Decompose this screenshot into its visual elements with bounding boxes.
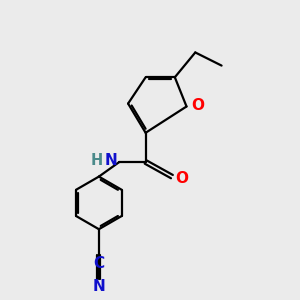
Text: H: H xyxy=(91,153,103,168)
Text: N: N xyxy=(105,153,118,168)
Text: C: C xyxy=(93,256,104,271)
Text: O: O xyxy=(191,98,204,112)
Text: O: O xyxy=(175,171,188,186)
Text: N: N xyxy=(92,279,105,294)
